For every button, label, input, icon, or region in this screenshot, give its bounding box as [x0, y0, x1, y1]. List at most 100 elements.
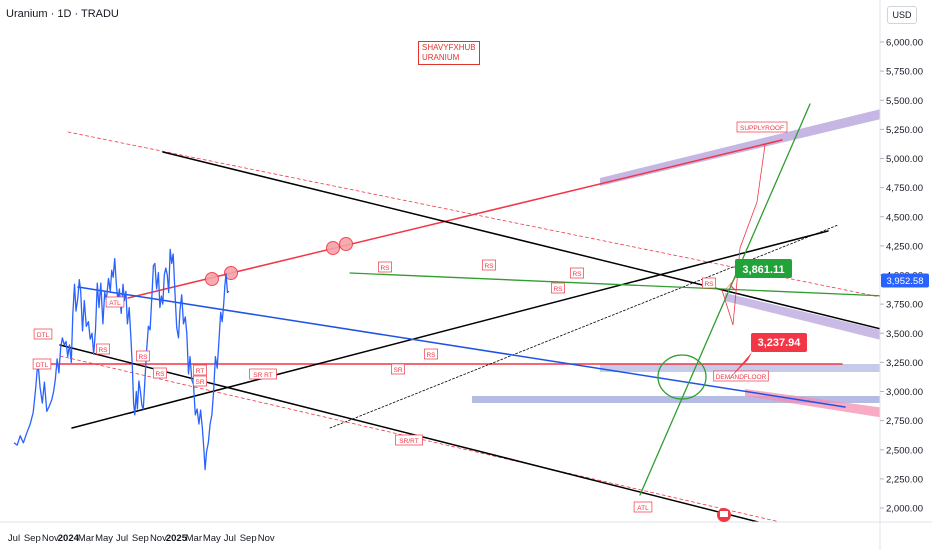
- red-dashed-lower-guide: [59, 355, 781, 522]
- annotation-label: RS: [426, 352, 436, 359]
- annotation-label: SR/RT: [399, 438, 418, 445]
- current-price-tag-bg: [881, 273, 929, 288]
- annotation-box: [736, 121, 788, 133]
- x-tick-label: May: [95, 533, 113, 544]
- plot-area: ATL DTL DTL RS RS RS RT SR SR RT RS SR RS SR/RT RS RS R…: [13, 103, 880, 522]
- annotation-label: RS: [572, 271, 582, 278]
- annotation-box: [424, 348, 438, 360]
- x-tick-label: Mar: [186, 533, 202, 544]
- annotation-label: RS: [484, 263, 494, 270]
- annotation-box: [193, 364, 207, 376]
- annotation-label: RS: [138, 354, 148, 361]
- annotation-box: [713, 370, 769, 382]
- pink-band: [745, 389, 880, 418]
- touch-circle-marker: [205, 272, 219, 286]
- annotation-label: RT: [196, 368, 205, 375]
- blue-falling-line: [77, 286, 846, 408]
- y-tick-label: 3,750.00: [886, 300, 923, 311]
- annotation-label: ATL: [109, 300, 121, 307]
- y-tick-label: 4,750.00: [886, 183, 923, 194]
- x-tick-label: Mar: [78, 533, 94, 544]
- annotation-box: [633, 501, 653, 513]
- y-tick-label: 5,000.00: [886, 154, 923, 165]
- annotation-label: SUPPLYROOF: [740, 125, 784, 132]
- symbol-header[interactable]: Uranium · 1D · TRADU: [6, 8, 119, 20]
- annotation-box: [570, 267, 584, 279]
- annotation-box: [153, 367, 167, 379]
- y-tick-label: 5,250.00: [886, 125, 923, 136]
- annotation-label: RS: [704, 281, 714, 288]
- x-tick-label: Jul: [8, 533, 20, 544]
- annotation-box: [136, 350, 150, 362]
- green-horizontal-line: [349, 272, 880, 297]
- y-tick-label: 4,250.00: [886, 241, 923, 252]
- y-tick-label: 5,500.00: [886, 96, 923, 107]
- y-tick-label: 6,000.00: [886, 38, 923, 49]
- reversal-circle: [657, 354, 707, 400]
- x-tick-label: 2025: [166, 533, 188, 544]
- annotation-label: RS: [553, 286, 563, 293]
- annotation-box: [378, 261, 392, 273]
- price-label-green-bg: [735, 259, 792, 278]
- annotation-label: RS: [380, 265, 390, 272]
- touch-circle-marker: [326, 241, 340, 255]
- price-label-red-text: 3,237.94: [758, 337, 802, 349]
- annotation-label: RS: [155, 371, 165, 378]
- price-label-green-text: 3,861.11: [742, 264, 784, 276]
- y-tick-label: 4,500.00: [886, 212, 923, 223]
- x-tick-label: May: [203, 533, 221, 544]
- event-flag-inner: [720, 511, 728, 517]
- annotation-label: DTL: [36, 362, 49, 369]
- y-tick-label: 5,750.00: [886, 67, 923, 78]
- touch-circle-marker: [224, 266, 238, 280]
- upper-purple-band: [725, 293, 880, 340]
- green-label-pointer: [730, 285, 736, 291]
- annotation-box: [391, 363, 405, 375]
- red-label-pointer: [728, 352, 752, 380]
- annotation-label: DTL: [37, 332, 50, 339]
- annotation-box: [249, 368, 277, 380]
- annotation-box: [33, 328, 53, 340]
- annotation-label: SR: [195, 379, 204, 386]
- annotation-box: [96, 343, 110, 355]
- y-tick-label: 2,000.00: [886, 504, 923, 515]
- annotation-label: SR RT: [253, 372, 272, 379]
- black-dashed-parallel: [329, 224, 839, 429]
- watermark-line-1: SHAVYFXHUB: [422, 43, 476, 52]
- black-falling-resistance: [162, 151, 880, 330]
- annotation-box: [702, 277, 716, 289]
- x-tick-label: Nov: [150, 533, 167, 544]
- y-tick-label: 2,250.00: [886, 474, 923, 485]
- y-tick-label: 2,500.00: [886, 445, 923, 456]
- x-tick-label: Sep: [240, 533, 257, 544]
- x-tick-label: Sep: [24, 533, 41, 544]
- x-tick-label: Nov: [42, 533, 59, 544]
- x-tick-label: Jul: [224, 533, 236, 544]
- green-label-arrow: [724, 276, 737, 291]
- watermark-line-2: URANIUM: [422, 53, 460, 62]
- y-tick-label: 3,500.00: [886, 329, 923, 340]
- x-tick-label: 2024: [58, 533, 80, 544]
- x-tick-label: Nov: [258, 533, 275, 544]
- currency-button[interactable]: USD: [887, 6, 917, 24]
- projection-path: [721, 144, 766, 326]
- dashed-red-guide: [67, 131, 880, 298]
- x-tick-label: Jul: [116, 533, 128, 544]
- annotation-box: [551, 282, 565, 294]
- touch-circle-marker: [339, 237, 353, 251]
- author-watermark: SHAVYFXHUB URANIUM: [418, 41, 480, 65]
- annotation-box: [105, 296, 125, 308]
- current-price-tag-text: 3,952.58: [887, 276, 924, 287]
- y-tick-label: 2,750.00: [886, 416, 923, 427]
- annotation-label: DEMANDFLOOR: [716, 374, 767, 381]
- annotation-box: [32, 358, 52, 370]
- annotation-box: [482, 259, 496, 271]
- annotation-label: ATL: [637, 505, 649, 512]
- annotation-label: SR: [393, 367, 402, 374]
- black-rising-support: [71, 230, 829, 429]
- annotation-box: [193, 375, 207, 387]
- x-tick-label: Sep: [132, 533, 149, 544]
- y-tick-label: 3,250.00: [886, 358, 923, 369]
